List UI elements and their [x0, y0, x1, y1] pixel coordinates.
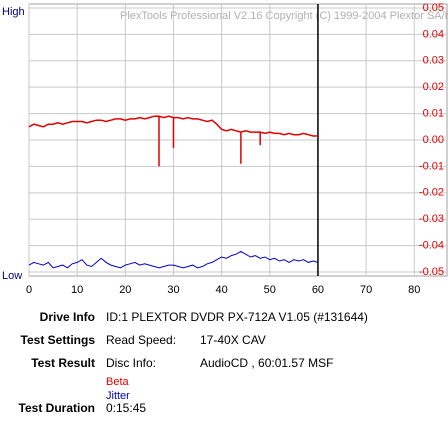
y-tick-label: 0.01 [423, 107, 444, 119]
info-label: Test Result [31, 356, 95, 370]
y-tick-label: -0.01 [419, 160, 444, 172]
info-key: Read Speed: [106, 333, 176, 347]
y-tick-label: -0.02 [419, 187, 444, 199]
legend-entry: Beta [106, 376, 130, 388]
info-label: Test Settings [21, 333, 96, 347]
y-tick-label: 0.04 [423, 28, 444, 40]
x-tick-label: 30 [167, 284, 179, 296]
y-tick-label: 0.03 [423, 55, 444, 67]
info-value: 0:15:45 [106, 401, 146, 415]
x-tick-label: 70 [360, 284, 372, 296]
x-tick-label: 50 [264, 284, 276, 296]
legend-entry: Jitter [106, 390, 130, 402]
info-value: AudioCD , 60:01.57 MSF [200, 356, 333, 370]
x-tick-label: 40 [216, 284, 228, 296]
y2-tick-label: Low [2, 270, 22, 282]
x-tick-label: 80 [408, 284, 420, 296]
info-label: Test Duration [19, 401, 95, 415]
series-line [28, 250, 319, 269]
y-tick-label: 0.00 [423, 134, 444, 146]
y2-tick-label: High [2, 6, 25, 18]
info-key: Disc Info: [106, 356, 156, 370]
y-tick-label: -0.04 [419, 240, 444, 252]
info-label: Drive Info [40, 310, 95, 324]
y-tick-label: 0.05 [423, 2, 444, 14]
watermark: PlexTools Professional V2.16 Copyright (… [120, 10, 448, 22]
info-value: ID:1 PLEXTOR DVDR PX-712A V1.05 (#131644… [106, 310, 368, 324]
info-value: 17-40X CAV [200, 333, 266, 347]
x-tick-label: 20 [119, 284, 131, 296]
y-tick-label: -0.03 [419, 213, 444, 225]
x-tick-label: 0 [26, 284, 32, 296]
x-tick-label: 60 [312, 284, 324, 296]
x-tick-label: 10 [71, 284, 83, 296]
y-tick-label: 0.02 [423, 81, 444, 93]
series-line [28, 115, 318, 167]
y-tick-label: -0.05 [419, 266, 444, 278]
